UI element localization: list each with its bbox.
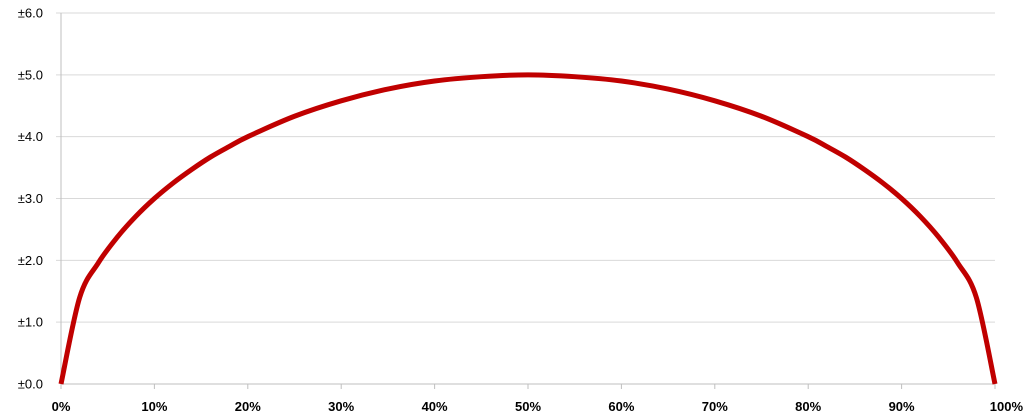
- y-tick-label: ±6.0: [18, 6, 43, 21]
- y-tick-label: ±5.0: [18, 67, 43, 82]
- series-layer: [58, 72, 998, 385]
- y-tick-label: ±3.0: [18, 191, 43, 206]
- x-tick-label: 0%: [52, 399, 71, 414]
- y-tick-label: ±0.0: [18, 377, 43, 392]
- y-tick-label: ±4.0: [18, 129, 43, 144]
- x-tick-label: 80%: [795, 399, 821, 414]
- y-tick-labels: ±0.0 ±1.0 ±2.0 ±3.0 ±4.0 ±5.0 ±6.0: [18, 6, 43, 392]
- x-tick-label: 50%: [515, 399, 541, 414]
- x-tick-label: 70%: [702, 399, 728, 414]
- x-tick-label: 90%: [889, 399, 915, 414]
- x-tick-labels: 0% 10% 20% 30% 40% 50% 60% 70% 80% 90% 100%: [52, 399, 1024, 414]
- axes: [60, 13, 996, 389]
- x-tick-label: 100%: [990, 399, 1024, 414]
- x-tick-label: 20%: [235, 399, 261, 414]
- y-tick-label: ±1.0: [18, 315, 43, 330]
- x-tick-label: 10%: [141, 399, 167, 414]
- x-tick-label: 60%: [608, 399, 634, 414]
- y-tick-label: ±2.0: [18, 253, 43, 268]
- x-tick-label: 40%: [422, 399, 448, 414]
- series-line: [58, 72, 998, 385]
- x-tick-label: 30%: [328, 399, 354, 414]
